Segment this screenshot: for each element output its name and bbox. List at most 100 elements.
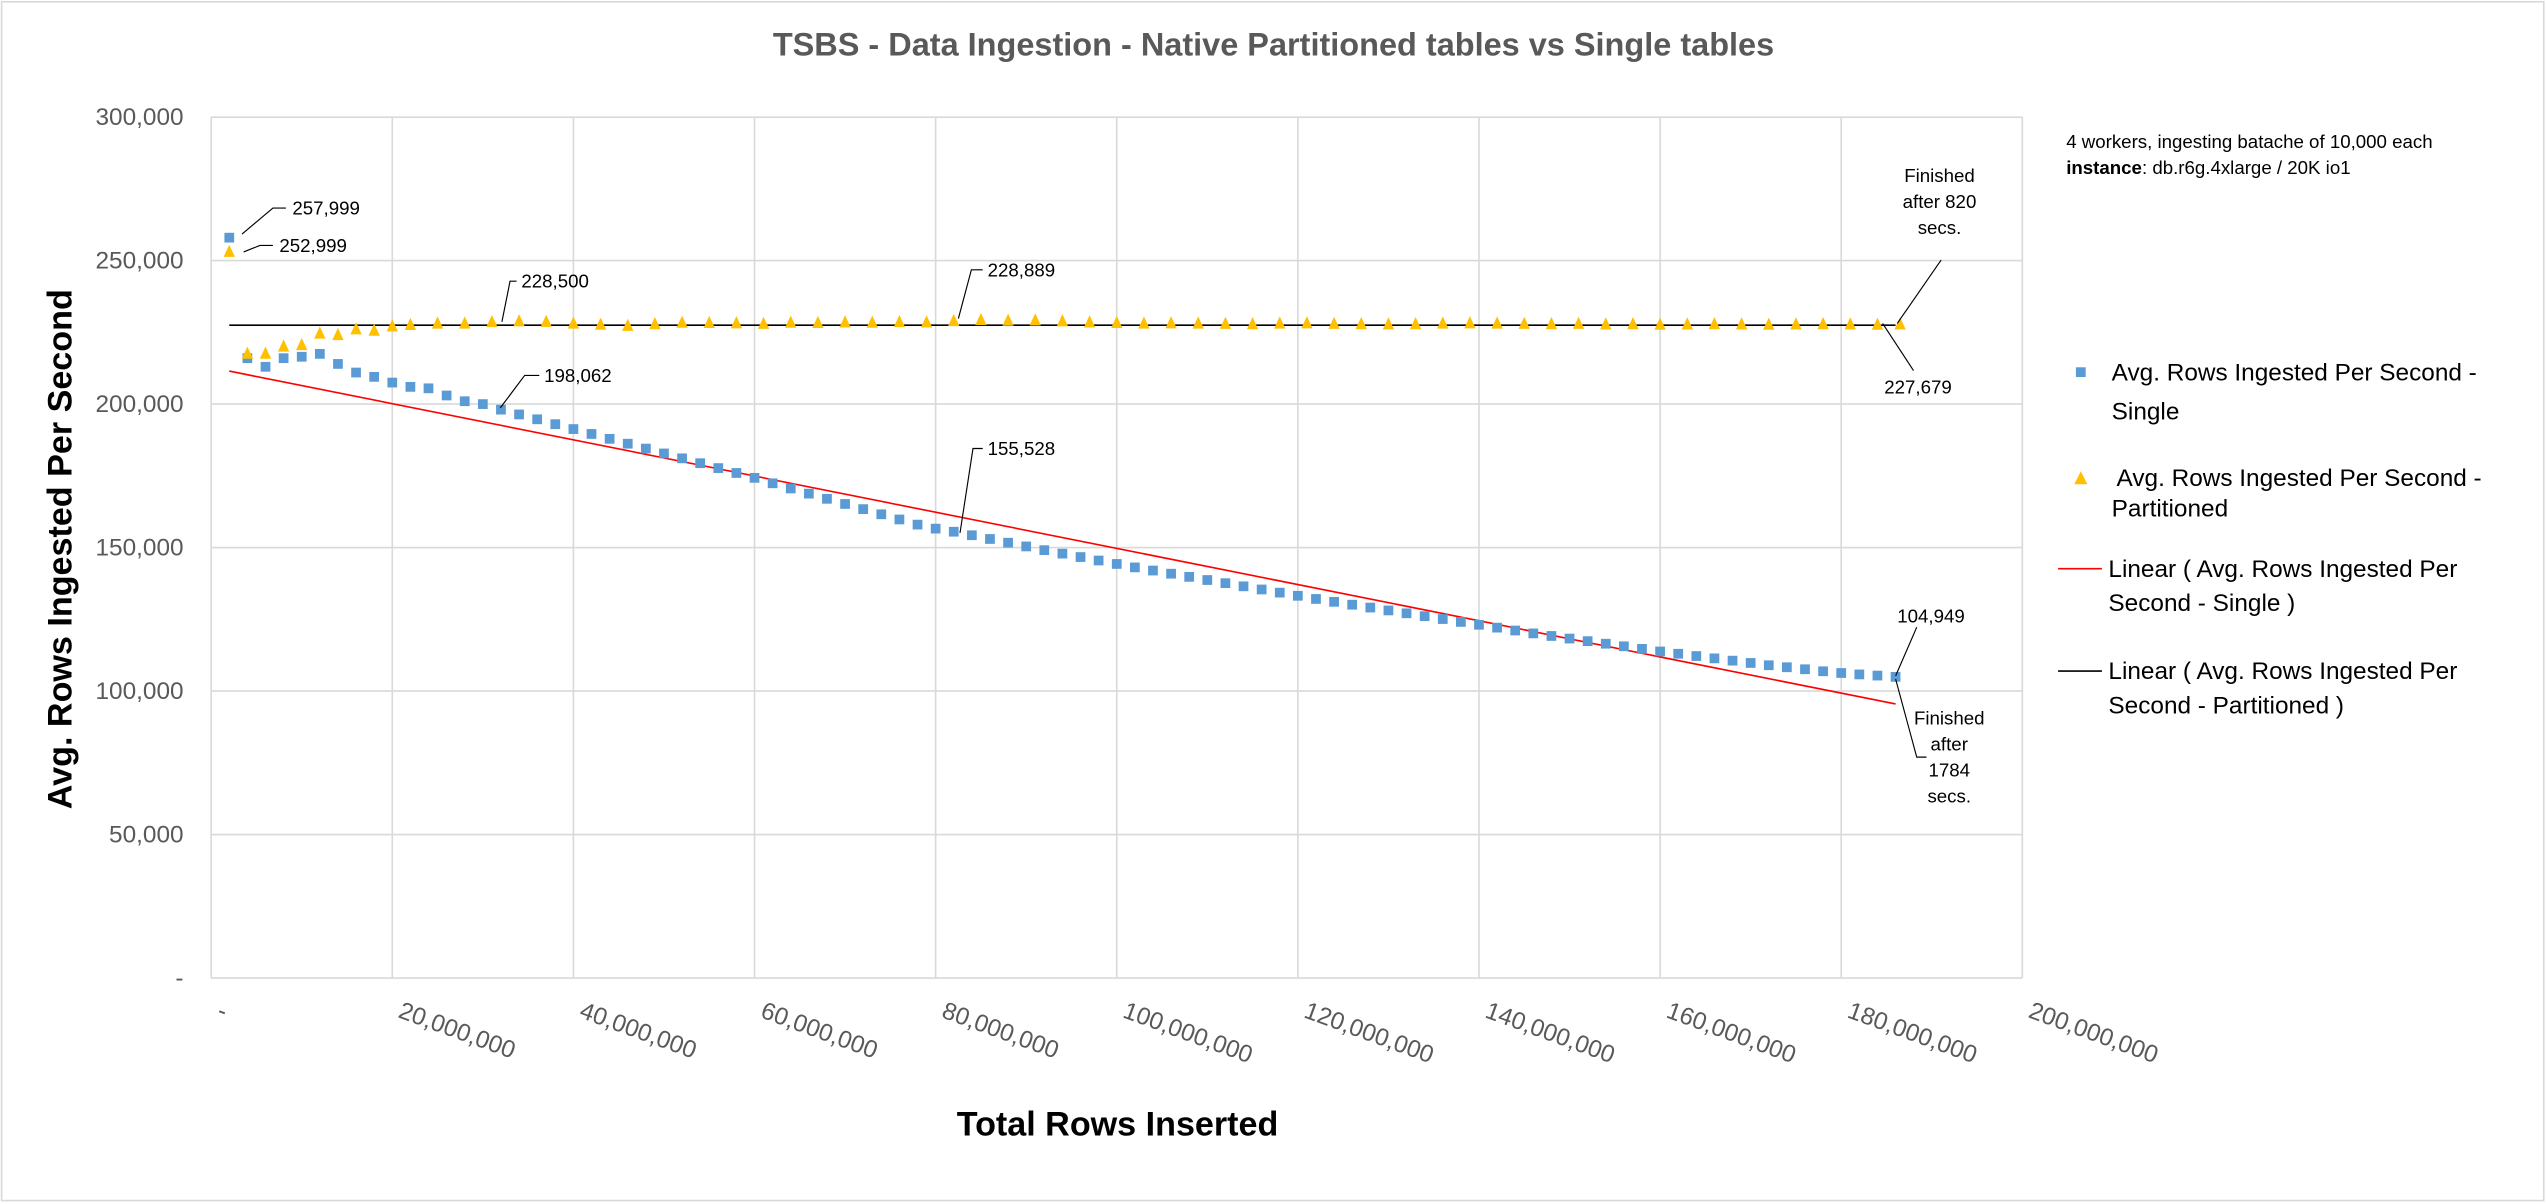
data-point-single <box>477 399 488 409</box>
data-point-single <box>1890 671 1901 682</box>
data-point-partitioned <box>1600 317 1612 330</box>
data-point-partitioned <box>975 312 987 326</box>
data-point-partitioned <box>1708 317 1721 330</box>
data-point-partitioned <box>948 313 960 327</box>
data-point-single <box>1709 653 1720 664</box>
leader-line <box>243 244 273 253</box>
legend-label-linear-single-2: Second - Single ) <box>2108 590 2295 617</box>
data-point-partitioned <box>1083 315 1096 328</box>
data-point-single <box>1274 587 1285 598</box>
data-point-single <box>695 458 706 469</box>
data-point-single <box>224 232 235 243</box>
data-point-partitioned <box>1572 316 1585 329</box>
data-point-single <box>677 453 687 464</box>
data-point-single <box>1763 660 1774 671</box>
legend-label-single-1: Avg. Rows Ingested Per Second - <box>2112 359 2477 386</box>
gridlines <box>210 116 2024 979</box>
data-point-single <box>1854 669 1865 680</box>
leader-line <box>1895 626 1918 677</box>
data-point-single <box>260 361 271 372</box>
data-point-single <box>749 472 760 483</box>
data-point-single <box>858 504 869 515</box>
data-point-single <box>1129 562 1140 573</box>
data-point-partitioned <box>1301 316 1313 329</box>
data-point-partitioned <box>459 316 471 329</box>
legend-label-partitioned-2: Partitioned <box>2112 496 2228 523</box>
y-tick-label: 50,000 <box>109 822 184 849</box>
data-point-partitioned <box>431 316 444 329</box>
data-point-single <box>1582 636 1593 647</box>
annotation-finished-partitioned-3: secs. <box>1918 217 1962 238</box>
data-point-single <box>840 499 850 509</box>
data-point-partitioned <box>1545 317 1558 330</box>
leader-line <box>1895 679 1927 758</box>
data-point-single <box>1492 622 1502 633</box>
data-point-single <box>1419 611 1430 622</box>
x-axis-label: Total Rows Inserted <box>957 1106 1279 1144</box>
data-point-single <box>550 419 561 430</box>
data-point-partitioned <box>1437 316 1449 329</box>
data-point-single <box>1003 537 1013 548</box>
data-point-partitioned <box>567 316 580 329</box>
data-point-partitioned <box>223 244 235 257</box>
trendline <box>229 370 1896 705</box>
data-point-partitioned <box>332 327 344 341</box>
data-point-partitioned <box>1894 317 1906 330</box>
legend-label-linear-partitioned-1: Linear ( Avg. Rows Ingested Per <box>2108 658 2457 685</box>
data-point-single <box>1256 584 1267 595</box>
data-point-single <box>1782 662 1792 673</box>
y-tick-label: 100,000 <box>95 678 183 705</box>
data-point-single <box>1872 670 1883 681</box>
data-point-single <box>296 351 307 362</box>
data-point-single <box>1220 578 1231 589</box>
data-point-single <box>1745 658 1756 668</box>
data-point-single <box>1021 541 1032 552</box>
annotations: 257,999 252,999 228,500 228,889 198,062 … <box>241 165 1985 807</box>
data-point-partitioned <box>730 316 743 329</box>
data-point-single <box>876 509 887 520</box>
data-point-partitioned <box>866 315 878 328</box>
annotation-finished-single-1: Finished <box>1914 708 1985 729</box>
data-point-partitioned <box>1165 316 1177 329</box>
data-point-partitioned <box>314 326 326 339</box>
data-point-single <box>1075 552 1086 562</box>
annotation-finished-single-2: after <box>1931 734 1968 755</box>
data-point-partitioned <box>812 315 824 329</box>
data-point-partitioned <box>1790 317 1802 330</box>
data-point-single <box>1238 581 1249 592</box>
data-point-single <box>1329 596 1339 607</box>
chart-title: TSBS - Data Ingestion - Native Partition… <box>773 26 1774 62</box>
data-point-single <box>1474 619 1484 630</box>
annotation-partitioned-last: 227,679 <box>1884 376 1952 397</box>
data-point-partitioned <box>676 315 688 328</box>
data-point-single <box>1600 638 1611 649</box>
data-point-single <box>1528 628 1539 639</box>
data-point-partitioned <box>1409 317 1422 330</box>
data-point-partitioned <box>1763 317 1775 330</box>
leader-line <box>1882 323 1914 371</box>
data-point-single <box>1546 631 1557 641</box>
data-point-partitioned <box>1382 317 1395 330</box>
y-tick-labels: - 50,000 100,000 150,000 200,000 250,000 300,0… <box>95 104 183 992</box>
data-point-single <box>659 448 669 459</box>
data-point-single <box>713 463 724 473</box>
annotation-single-last: 104,949 <box>1897 605 1965 626</box>
data-point-partitioned <box>893 315 906 328</box>
data-point-single <box>387 377 398 388</box>
leader-line <box>1896 259 1942 324</box>
data-point-single <box>1818 666 1828 677</box>
data-point-single <box>1673 648 1684 659</box>
annotation-single-a: 198,062 <box>544 365 612 386</box>
leader-line <box>957 269 983 319</box>
data-point-partitioned <box>1491 316 1503 329</box>
annotation-finished-partitioned-2: after 820 <box>1903 191 1977 212</box>
data-point-single <box>1202 575 1213 585</box>
data-point-single <box>1383 605 1394 616</box>
data-point-single <box>622 438 633 449</box>
data-point-single <box>1093 555 1104 566</box>
data-point-partitioned <box>1002 313 1014 326</box>
data-point-partitioned <box>1056 314 1069 327</box>
data-point-single <box>894 514 905 525</box>
data-point-single <box>1564 633 1575 644</box>
data-point-single <box>514 409 524 420</box>
